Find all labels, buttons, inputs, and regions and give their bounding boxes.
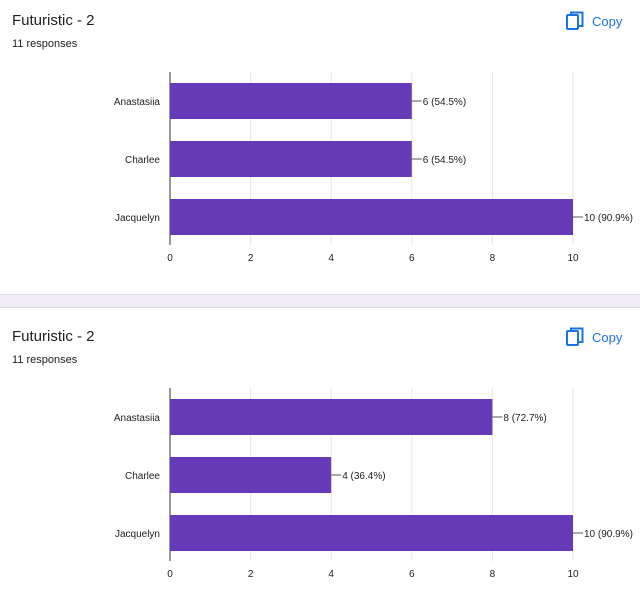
x-tick-label: 8 [490,569,496,580]
bar [170,399,493,435]
bar [170,457,332,493]
response-count: 11 responses [12,38,78,50]
data-label: 8 (72.7%) [503,413,546,424]
response-count: 11 responses [12,354,78,366]
question-title: Futuristic - 2 [12,12,95,29]
x-tick-label: 0 [167,569,173,580]
category-label: Anastasiia [114,97,161,108]
category-label: Jacquelyn [115,213,160,224]
category-label: Charlee [125,471,160,482]
x-tick-label: 6 [409,253,415,264]
copy-icon [566,11,584,30]
x-tick-label: 8 [490,253,496,264]
copy-label: Copy [592,13,623,29]
x-tick-label: 0 [167,253,173,264]
data-label: 10 (90.9%) [584,529,633,540]
question-card-2: Futuristic - 2 11 responses Copy 0 2 4 6 8 10… [0,316,640,612]
copy-button[interactable]: Copy [566,10,622,32]
category-label: Anastasiia [114,413,161,424]
bar [170,515,573,551]
x-tick-label: 2 [248,569,254,580]
data-label: 6 (54.5%) [423,97,466,108]
x-tick-label: 6 [409,569,415,580]
copy-icon [566,327,584,346]
x-tick-label: 2 [248,253,254,264]
category-label: Jacquelyn [115,529,160,540]
bar [170,83,412,119]
x-tick-label: 10 [567,253,579,264]
copy-label: Copy [592,329,623,345]
x-tick-label: 10 [567,569,579,580]
question-card-1: Futuristic - 2 11 responses Copy 0 2 4 6 8 10… [0,0,640,296]
bar [170,141,412,177]
data-label: 6 (54.5%) [423,155,466,166]
bar-chart: 0 2 4 6 8 10 Anastasiia 6 (54.5%) Charlee 6 (54.5… [114,72,633,264]
bar [170,199,573,235]
category-label: Charlee [125,155,160,166]
bar-chart: 0 2 4 6 8 10 Anastasiia 8 (72.7%) Charlee 4 (36.4… [114,388,633,580]
data-label: 4 (36.4%) [342,471,385,482]
question-title: Futuristic - 2 [12,328,95,345]
data-label: 10 (90.9%) [584,213,633,224]
copy-button[interactable]: Copy [566,326,622,348]
card-separator [0,294,640,308]
x-tick-label: 4 [328,253,334,264]
x-tick-label: 4 [328,569,334,580]
